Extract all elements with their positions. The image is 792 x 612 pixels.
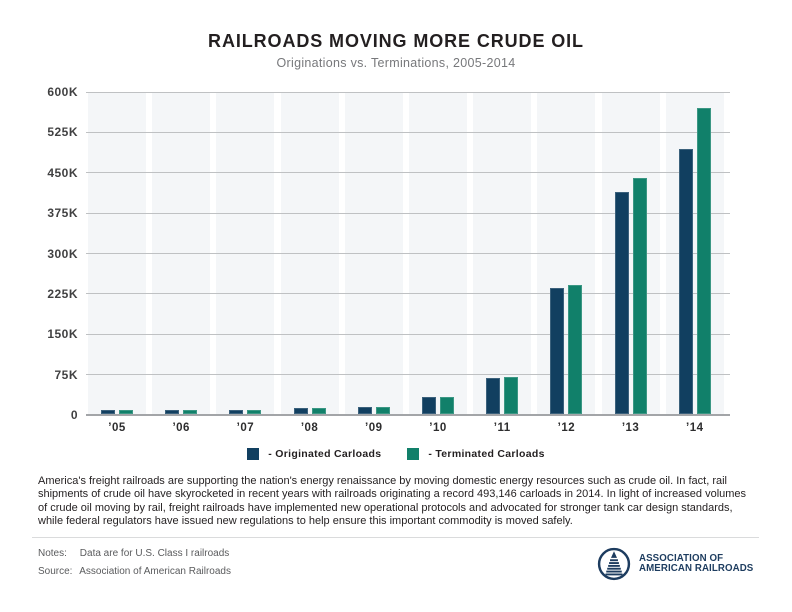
bar-terminated-09	[375, 407, 390, 414]
bar-originated-12	[550, 288, 565, 414]
y-axis-tick-label: 225K	[47, 286, 78, 301]
bar-originated-13	[614, 192, 629, 414]
legend-label-originated: - Originated Carloads	[268, 448, 382, 460]
legend-item-terminated: - Terminated Carloads	[407, 448, 544, 460]
bar-terminated-12	[568, 285, 583, 414]
y-axis-tick-label: 75K	[54, 367, 78, 382]
gridline	[86, 212, 730, 214]
bar-originated-07	[229, 409, 244, 414]
y-axis-tick-label: 150K	[47, 327, 78, 342]
y-axis-tick-label: 525K	[47, 125, 78, 140]
bar-terminated-14	[696, 107, 711, 414]
bar-originated-08	[293, 407, 308, 414]
gridline	[86, 91, 730, 93]
bar-terminated-08	[311, 407, 326, 414]
bar-terminated-10	[440, 397, 454, 414]
terminated-swatch-icon	[407, 448, 420, 460]
x-axis-tick-label: ’07	[236, 422, 255, 434]
bar-terminated-06	[183, 410, 198, 414]
source-value: Association of American Railroads	[79, 566, 231, 577]
y-axis-tick-label: 375K	[47, 206, 78, 221]
gridline	[86, 253, 730, 254]
bar-originated-11	[486, 378, 501, 414]
bar-originated-05	[101, 409, 115, 414]
footer-divider	[32, 537, 759, 538]
page-title: RAILROADS MOVING MORE CRUDE OIL	[208, 31, 584, 51]
bar-terminated-05	[119, 410, 133, 414]
aar-logo-line2: AMERICAN RAILROADS	[639, 563, 754, 574]
body-paragraph: America's freight railroads are supporti…	[38, 475, 747, 528]
gridline	[86, 374, 730, 376]
y-axis-tick-label: 300K	[47, 246, 78, 261]
gridline	[86, 172, 730, 174]
notes-value: Data are for U.S. Class I railroads	[79, 548, 230, 559]
chart-legend: - Originated Carloads - Terminated Carlo…	[0, 448, 792, 460]
y-axis-tick-label: 600K	[47, 85, 78, 99]
notes-row: Notes: Data are for U.S. Class I railroa…	[38, 548, 229, 559]
x-axis-tick-label: ’05	[108, 422, 126, 434]
source-label: Source:	[38, 566, 73, 577]
x-axis-tick-label: ’08	[300, 422, 319, 434]
source-row: Source: Association of American Railroad…	[38, 566, 231, 577]
aar-logo-text: ASSOCIATION OF AMERICAN RAILROADS	[639, 552, 754, 575]
x-axis-tick-label: ’13	[621, 422, 640, 434]
bar-originated-09	[357, 407, 372, 414]
gridline	[86, 293, 730, 295]
x-axis-tick-label: ’14	[686, 422, 704, 434]
bar-terminated-11	[504, 377, 519, 414]
gridline	[86, 131, 730, 133]
x-axis-tick-label: ’09	[365, 422, 383, 434]
x-axis-tick-label: ’10	[429, 422, 447, 434]
x-axis-tick-label: ’12	[557, 422, 576, 434]
originated-swatch-icon	[247, 448, 260, 460]
page-subtitle: Originations vs. Terminations, 2005-2014	[276, 56, 516, 70]
notes-label: Notes:	[38, 548, 67, 559]
bar-terminated-13	[632, 178, 647, 414]
y-axis-tick-label: 0	[70, 408, 78, 422]
bar-originated-06	[165, 410, 180, 414]
bar-terminated-07	[247, 409, 262, 414]
aar-logo: ASSOCIATION OF AMERICAN RAILROADS	[597, 547, 757, 581]
x-axis-tick-label: ’06	[172, 422, 190, 434]
bar-originated-10	[422, 397, 436, 414]
y-axis-tick-label: 450K	[47, 165, 78, 180]
aar-logo-icon	[597, 547, 631, 581]
x-axis-line	[86, 414, 730, 416]
x-axis-tick-label: ’11	[493, 422, 511, 434]
aar-logo-line1: ASSOCIATION OF	[639, 552, 724, 564]
legend-label-terminated: - Terminated Carloads	[428, 448, 545, 460]
gridline	[86, 333, 730, 335]
bar-originated-14	[678, 148, 693, 414]
legend-item-originated: - Originated Carloads	[247, 448, 381, 460]
